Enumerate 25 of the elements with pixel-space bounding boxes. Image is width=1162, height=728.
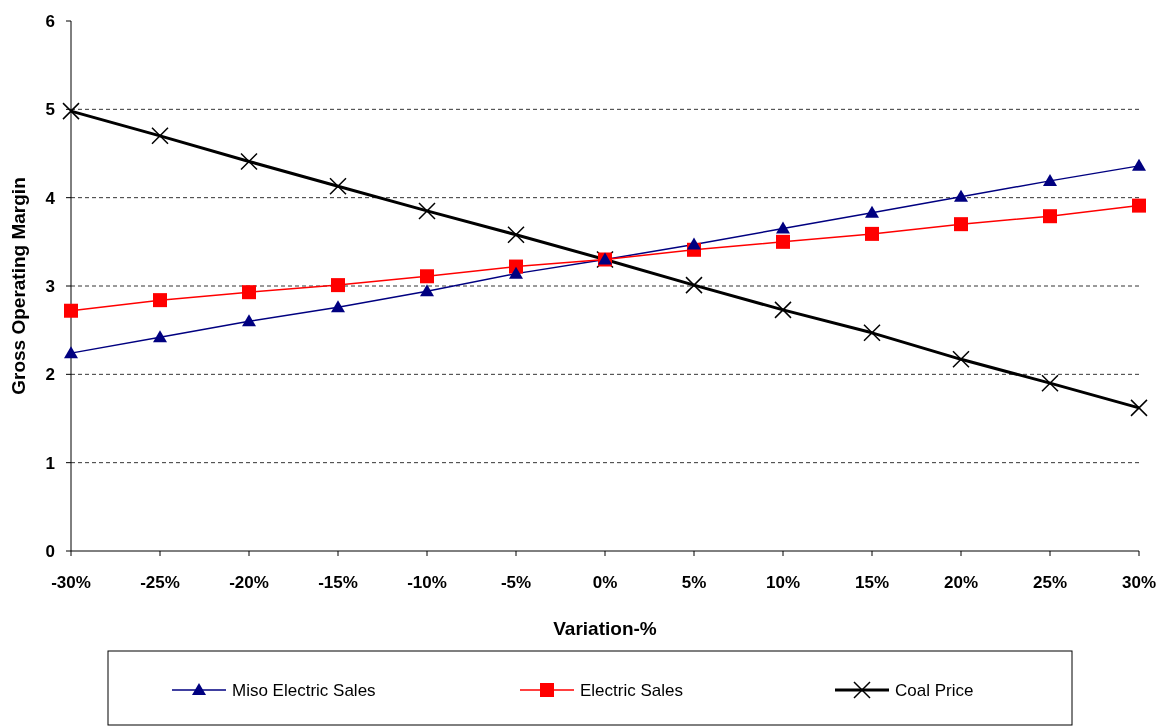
y-tick-label: 0 (45, 541, 55, 561)
y-tick-label: 5 (45, 100, 55, 120)
y-tick-label: 6 (45, 11, 55, 31)
legend-label: Coal Price (895, 680, 974, 700)
y-tick-label: 2 (45, 365, 55, 385)
x-tick-label: 15% (854, 573, 890, 592)
x-tick-label: 25% (1032, 573, 1068, 592)
legend-label: Miso Electric Sales (232, 680, 376, 700)
x-tick-label: 20% (943, 573, 979, 592)
x-tick-label: -25% (140, 573, 180, 592)
x-tick-label: 10% (765, 573, 801, 592)
x-tick-label: 0% (592, 573, 618, 592)
legend-label: Electric Sales (580, 680, 683, 700)
x-axis-title: Variation-% (553, 618, 657, 639)
x-tick-label: 30% (1121, 573, 1157, 592)
y-tick-label: 1 (45, 453, 55, 473)
x-tick-label: -10% (407, 573, 447, 592)
y-tick-label: 4 (45, 188, 56, 208)
x-tick-label: -20% (229, 573, 269, 592)
y-axis-title: Gross Operating Margin (8, 177, 29, 395)
x-tick-label: -5% (500, 573, 532, 592)
x-tick-label: -30% (51, 573, 91, 592)
y-tick-label: 3 (45, 276, 55, 296)
x-tick-label: -15% (318, 573, 358, 592)
x-tick-label: 5% (681, 573, 707, 592)
